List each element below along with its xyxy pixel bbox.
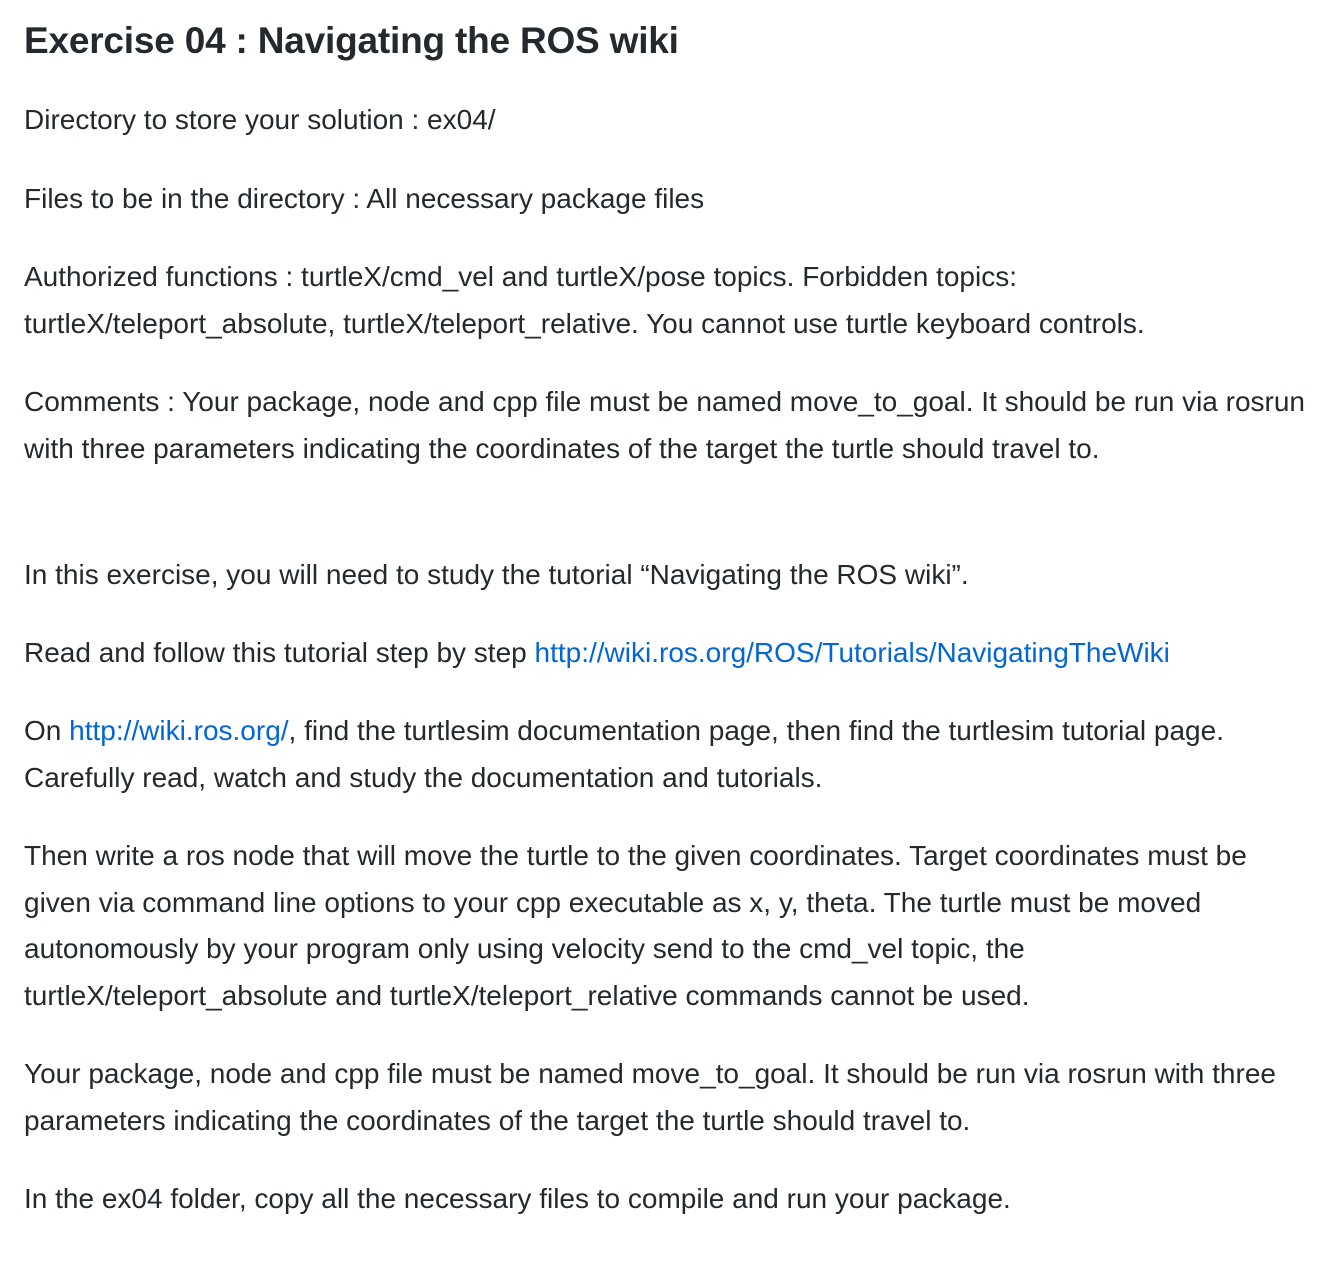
copy-note-paragraph: In the ex04 folder, copy all the necessa… [24,1183,1011,1214]
read-follow-text: Read and follow this tutorial step by st… [24,637,535,668]
comments-paragraph: Comments : Your package, node and cpp fi… [24,386,1305,464]
wiki-paragraph: On http://wiki.ros.org/, find the turtle… [24,708,1314,801]
package-note-paragraph: Your package, node and cpp file must be … [24,1058,1276,1136]
tutorial-link[interactable]: http://wiki.ros.org/ROS/Tutorials/Naviga… [534,637,1170,668]
files-paragraph: Files to be in the directory : All neces… [24,183,705,214]
wiki-suffix-text: , find the turtlesim documentation page,… [24,715,1224,793]
directory-paragraph: Directory to store your solution : ex04/ [24,104,496,135]
ros-wiki-link[interactable]: http://wiki.ros.org/ [69,715,289,746]
then-write-paragraph: Then write a ros node that will move the… [24,840,1247,1011]
wiki-prefix-text: On [24,715,70,746]
page-title: Exercise 04 : Navigating the ROS wiki [24,20,679,61]
intro-paragraph: In this exercise, you will need to study… [24,559,969,590]
authorized-functions-paragraph: Authorized functions : turtleX/cmd_vel a… [24,261,1145,339]
read-follow-paragraph: Read and follow this tutorial step by st… [24,630,1314,677]
